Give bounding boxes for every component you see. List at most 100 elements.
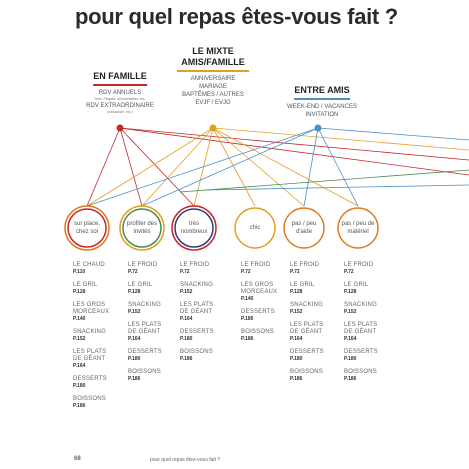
item-page: P.186 [73,403,86,409]
item-page: P.180 [128,356,141,362]
dot [116,124,124,132]
item-name: LES PLATS DE GÉANT [180,302,214,315]
menu-item: DESSERTS P.180 [73,376,113,389]
criterion-circle [122,208,162,248]
link [86,127,319,207]
item-page: P.186 [180,356,193,362]
menu-item: SNACKING P.152 [290,302,330,315]
menu-item: DESSERTS P.180 [128,349,168,362]
menu-item: SNACKING P.152 [73,329,113,342]
item-page: P.164 [180,316,193,322]
criterion-label: profiter des invités [126,221,157,235]
menu-item: LES PLATS DE GÉANT P.164 [290,322,330,342]
link [204,184,469,191]
link [317,127,469,141]
item-page: P.180 [344,356,357,362]
group-note: Noël, Pâques, anniversaires, etc. [94,97,146,101]
menu-item: SNACKING P.152 [180,282,220,295]
menu-list: LE FROID P.72 LE GRIL P.128 SNACKING P.152 LES… [344,262,384,382]
item-page: P.72 [241,269,251,275]
criterion-label: chic [249,225,261,231]
criterion-circle [67,208,107,248]
menu-item: LES PLATS DE GÉANT P.164 [73,349,113,369]
item-name: BOISSONS [73,396,106,402]
page-number: 68 [74,456,81,462]
dot [209,124,217,132]
item-name: SNACKING [128,302,161,308]
item-name: DESSERTS [73,376,107,382]
item-name: LES PLATS DE GÉANT [73,349,107,362]
link [141,127,319,207]
item-name: BOISSONS [290,369,323,375]
menu-item: LE FROID P.72 [180,262,220,275]
group-title: LE MIXTE AMIS/FAMILLE [177,46,249,72]
group-entry: ANNIVERSAIRE [190,76,236,82]
group: LE MIXTE AMIS/FAMILLE ANNIVERSAIRE MARIAGE… [177,46,249,107]
item-name: LES PLATS DE GÉANT [290,322,324,335]
group: ENTRE AMIS WEEK-END / VACANCES INVITATION [287,80,357,119]
item-page: P.180 [241,316,254,322]
link [212,127,256,207]
item-name: SNACKING [180,282,213,288]
menu-item: LE FROID P.72 [290,262,330,275]
criterion-label: pas / peu de matériel [341,221,375,235]
menu-list: LE FROID P.72 SNACKING P.152 LES PLATS DE GÉ… [180,262,220,362]
criterion-circle [283,207,325,249]
menu-item: SNACKING P.152 [128,302,168,315]
menu-list: LE FROID P.72 LE GRIL P.128 SNACKING P.152 LES… [128,262,168,382]
item-page: P.164 [290,336,303,342]
menu-item: DESSERTS P.180 [290,349,330,362]
link [86,127,214,207]
link [119,127,469,176]
menu-item: LE GRIL P.128 [128,282,168,295]
link [86,127,121,207]
item-name: LE GRIL [73,282,98,288]
page-title: pour quel repas êtes-vous fait ? [75,4,398,29]
item-page: P.140 [73,316,86,322]
menu-item: SNACKING P.152 [344,302,384,315]
item-page: P.186 [241,336,254,342]
link [212,127,305,207]
menu-item: LE FROID P.72 [241,262,281,275]
menu-item: BOISSONS P.186 [344,369,384,382]
menu-item: BOISSONS P.186 [241,329,281,342]
item-name: BOISSONS [128,369,161,375]
menu-list: LE CHAUD P.110 LE GRIL P.128 LES GROS MORCEA… [73,262,113,409]
item-name: DESSERTS [344,349,378,355]
item-page: P.128 [128,289,141,295]
item-name: LE FROID [241,262,271,268]
menu-item: LE FROID P.72 [344,262,384,275]
group-entry: RDV ANNUELS [98,90,142,96]
menu-list: LE FROID P.72 LES GROS MORCEAUX P.140 DESSER… [241,262,281,342]
menu-item: LE FROID P.72 [128,262,168,275]
item-name: LE GRIL [344,282,369,288]
item-page: P.72 [180,269,190,275]
item-page: P.186 [290,376,303,382]
menu-item: LES PLATS DE GÉANT P.164 [128,322,168,342]
criterion-label: sur place, chez soi [73,221,100,235]
running-title: pour quel repas êtes-vous fait ? [150,457,221,463]
item-name: DESSERTS [128,349,162,355]
item-page: P.152 [73,336,86,342]
menu-item: BOISSONS P.186 [128,369,168,382]
item-name: LE FROID [180,262,210,268]
menu-item: LE GRIL P.128 [73,282,113,295]
link [212,127,359,207]
menu-item: LE CHAUD P.110 [73,262,113,275]
item-name: SNACKING [73,329,106,335]
menu-item: BOISSONS P.186 [73,396,113,409]
menu-item: BOISSONS P.186 [290,369,330,382]
item-name: LES GROS MORCEAUX [73,302,110,315]
menu-item: LE GRIL P.128 [290,282,330,295]
item-page: P.140 [241,296,254,302]
menu-item: LE GRIL P.128 [344,282,384,295]
criterion-circle [234,207,276,249]
item-page: P.186 [344,376,357,382]
item-name: BOISSONS [344,369,377,375]
item-name: SNACKING [344,302,377,308]
item-page: P.128 [344,289,357,295]
item-name: LE CHAUD [73,262,105,268]
group-entry: WEEK-END / VACANCES [287,104,357,110]
item-page: P.152 [290,309,303,315]
